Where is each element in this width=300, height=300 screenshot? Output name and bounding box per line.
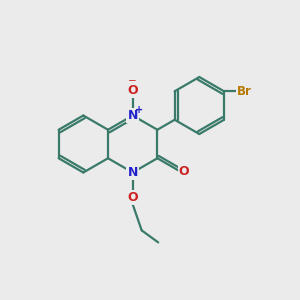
Text: Br: Br bbox=[237, 85, 252, 98]
Text: O: O bbox=[128, 190, 138, 204]
Text: +: + bbox=[135, 105, 143, 115]
Text: O: O bbox=[128, 84, 138, 97]
Text: N: N bbox=[128, 166, 138, 179]
Text: O: O bbox=[179, 165, 189, 178]
Text: N: N bbox=[128, 109, 138, 122]
Text: −: − bbox=[128, 76, 137, 86]
